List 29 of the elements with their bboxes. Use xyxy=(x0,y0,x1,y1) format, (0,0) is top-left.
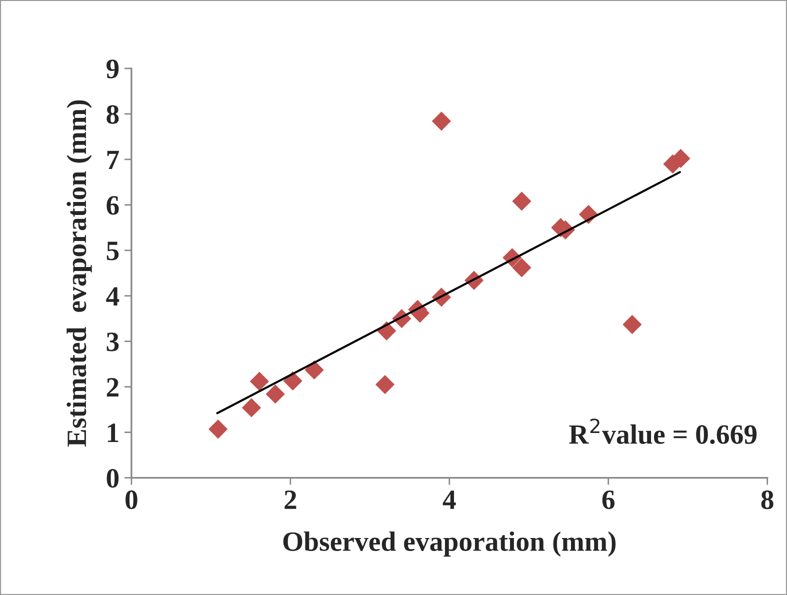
point xyxy=(622,314,642,334)
x-tick-label: 2 xyxy=(284,490,296,509)
point xyxy=(512,258,532,278)
y-tick-label: 6 xyxy=(106,196,119,215)
y-tick-label: 7 xyxy=(107,150,119,170)
point xyxy=(242,398,262,418)
y-axis-title: Estimated evaporation (mm) xyxy=(66,100,92,447)
y-tick-label: 1 xyxy=(108,424,118,442)
point xyxy=(266,384,285,404)
x-tick-label: 8 xyxy=(761,490,774,510)
y-tick-label: 9 xyxy=(106,60,119,78)
x-axis-title: Observed evaporation (mm) xyxy=(283,531,616,557)
x-tick-label: 0 xyxy=(126,490,138,510)
point xyxy=(512,192,532,211)
y-tick-label: 3 xyxy=(106,332,119,352)
point xyxy=(283,371,302,390)
y-tick-label: 4 xyxy=(106,287,120,306)
point xyxy=(304,360,324,380)
y-tick-label: 8 xyxy=(106,105,119,124)
x-tick-label: 6 xyxy=(602,490,614,510)
point xyxy=(250,372,269,391)
y-tick-label: 0 xyxy=(106,468,119,488)
point xyxy=(432,112,451,131)
x-tick-label: 4 xyxy=(442,490,456,509)
point xyxy=(375,374,395,394)
point xyxy=(208,420,228,439)
y-tick-label: 2 xyxy=(106,378,118,396)
annotation: R$^{2}$value = 0.669 xyxy=(569,418,757,444)
y-tick-label: 5 xyxy=(106,242,119,260)
